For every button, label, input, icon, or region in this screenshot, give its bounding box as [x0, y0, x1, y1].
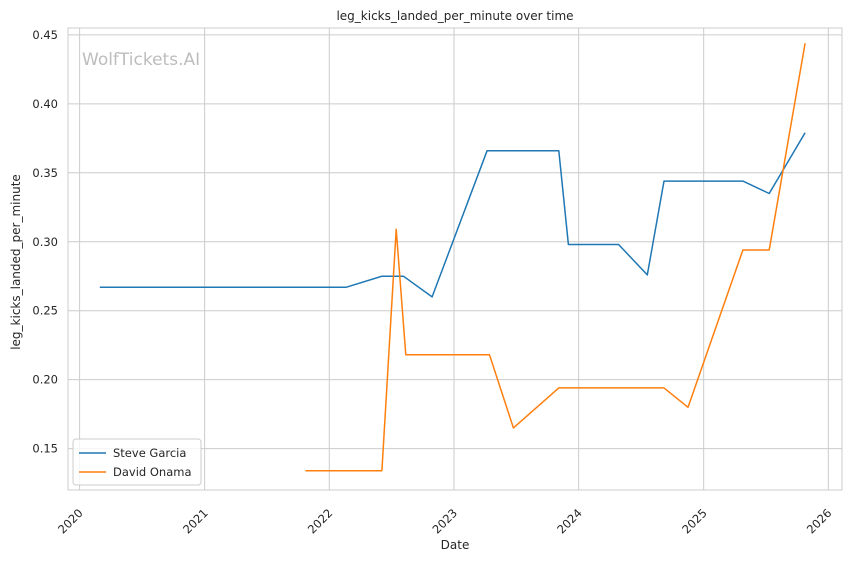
y-tick-label: 0.30 [32, 235, 58, 249]
watermark: WolfTickets.AI [82, 50, 200, 70]
series-layer [99, 43, 806, 472]
y-tick-label: 0.25 [32, 304, 58, 318]
legend: Steve Garcia David Onama [72, 438, 202, 486]
series-line-david-onama [305, 43, 806, 472]
series-line-steve-garcia [99, 132, 806, 298]
legend-label: David Onama [113, 465, 192, 479]
legend-box [72, 438, 202, 486]
plot-area [68, 28, 842, 490]
x-axis-label: Date [441, 538, 470, 552]
y-axis-label: leg_kicks_landed_per_minute [9, 174, 23, 350]
legend-label: Steve Garcia [113, 446, 186, 460]
watermark-layer: WolfTickets.AI [82, 50, 200, 70]
y-tick-label: 0.40 [32, 97, 58, 111]
y-tick-label: 0.35 [32, 166, 58, 180]
y-tick-label: 0.20 [32, 373, 58, 387]
plot-border [67, 27, 843, 491]
y-tick-label: 0.15 [32, 442, 58, 456]
y-axis: 0.15 0.20 0.25 0.30 0.35 0.40 0.45 [32, 28, 58, 456]
y-tick-label: 0.45 [32, 28, 58, 42]
chart-title: leg_kicks_landed_per_minute over time [336, 9, 573, 23]
